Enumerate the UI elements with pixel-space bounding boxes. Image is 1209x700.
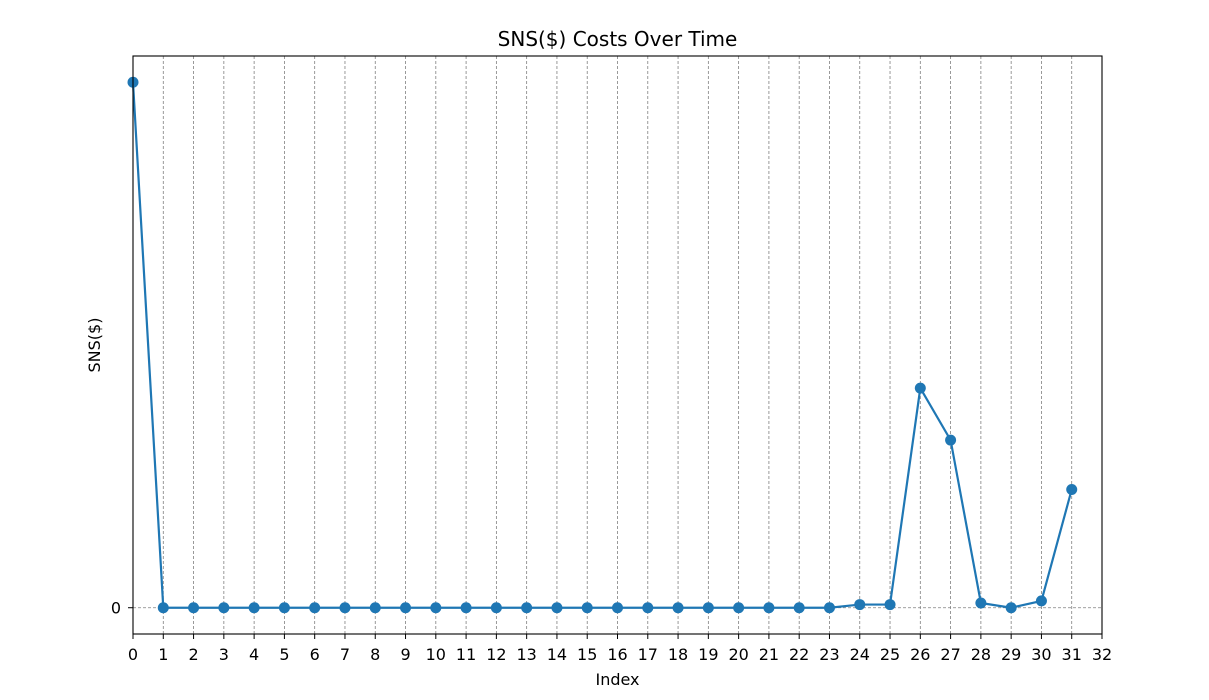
x-tick-label: 16 [607,645,627,664]
data-point [642,602,654,614]
data-point [490,602,502,614]
data-point [733,602,745,614]
data-point [854,599,866,611]
x-tick-label: 22 [789,645,809,664]
x-tick-label: 14 [547,645,567,664]
x-tick-label: 24 [850,645,870,664]
x-tick-label: 0 [128,645,138,664]
data-point [551,602,563,614]
data-point [793,602,805,614]
data-point [309,602,321,614]
data-point [248,602,260,614]
x-tick-label: 19 [698,645,718,664]
data-point [763,602,775,614]
data-point [1005,602,1017,614]
series-line [131,82,1073,609]
x-tick-label: 11 [456,645,476,664]
x-tick-label: 3 [219,645,229,664]
x-tick-label: 20 [728,645,748,664]
data-point [430,602,442,614]
data-point [460,602,472,614]
data-point [945,434,957,446]
x-tick-label: 28 [971,645,991,664]
x-tick-label: 21 [759,645,779,664]
data-point [157,602,169,614]
x-tick-label: 5 [279,645,289,664]
x-tick-label: 17 [638,645,658,664]
y-axis-label: SNS($) [85,318,104,373]
data-point [823,602,835,614]
data-point [702,602,714,614]
x-tick-label: 2 [188,645,198,664]
x-tick-label: 29 [1001,645,1021,664]
data-point [581,602,593,614]
x-tick-label: 15 [577,645,597,664]
data-point [975,597,987,609]
x-tick-label: 27 [940,645,960,664]
data-point [914,382,926,394]
x-tick-label: 1 [158,645,168,664]
x-axis: 0 1 2 3 4 5 6 7 8 9 10 11 12 13 14 15 16 17 18 19 20 21 22 23 24… [128,634,1112,664]
data-point [278,602,290,614]
x-tick-label: 12 [486,645,506,664]
x-tick-label: 9 [400,645,410,664]
x-tick-label: 31 [1062,645,1082,664]
chart-title: SNS($) Costs Over Time [498,27,738,51]
y-axis: 0 [111,599,133,618]
x-axis-label: Index [595,670,639,689]
x-tick-label: 6 [310,645,320,664]
x-tick-label: 23 [819,645,839,664]
data-point [521,602,533,614]
data-point [400,602,412,614]
data-point [672,602,684,614]
data-point [1066,484,1078,495]
series-layer [127,76,1078,614]
x-tick-label: 32 [1092,645,1112,664]
data-point [218,602,230,614]
x-tick-label: 18 [668,645,688,664]
x-tick-label: 10 [426,645,446,664]
x-tick-label: 25 [880,645,900,664]
data-point [369,602,381,614]
x-tick-label: 7 [340,645,350,664]
x-tick-label: 13 [516,645,536,664]
x-tick-label: 4 [249,645,259,664]
data-point [339,602,351,614]
data-point [1035,595,1047,607]
x-tick-label: 8 [370,645,380,664]
data-point [188,602,200,614]
x-tick-label: 30 [1031,645,1051,664]
data-point [612,602,623,614]
x-tick-label: 26 [910,645,930,664]
grid [132,56,1103,634]
y-tick-label: 0 [111,599,121,618]
data-point [884,599,896,611]
